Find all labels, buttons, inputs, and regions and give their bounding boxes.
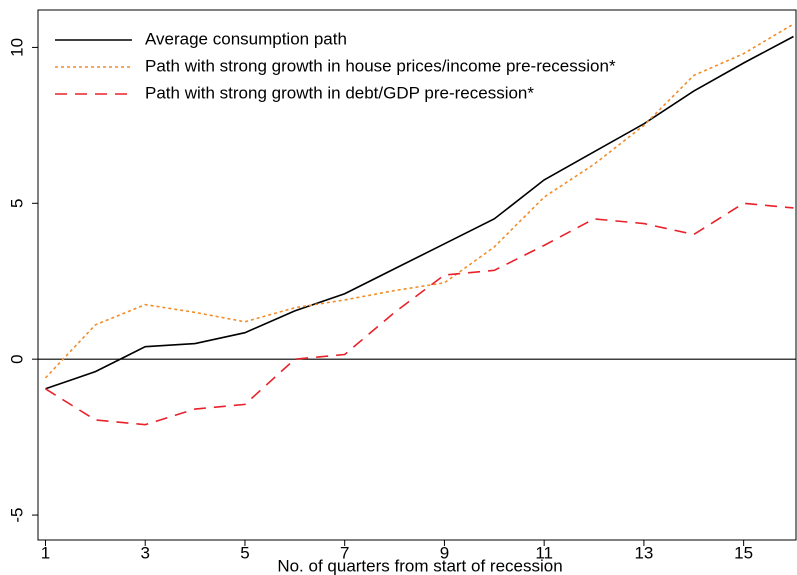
series-line: [44, 23, 794, 379]
legend-label: Average consumption path: [145, 29, 347, 48]
series-line: [45, 202, 794, 426]
x-tick-label: 7: [340, 543, 349, 562]
x-tick-label: 9: [440, 543, 449, 562]
legend-label: Path with strong growth in debt/GDP pre-…: [145, 83, 534, 102]
series-line: [45, 35, 794, 390]
x-tick-label: 3: [140, 543, 149, 562]
y-tick-label: 10: [7, 38, 26, 57]
x-tick-label: 15: [734, 543, 753, 562]
y-tick-label: 5: [7, 199, 26, 208]
x-tick-label: 11: [535, 543, 553, 562]
y-tick-label: 0: [7, 354, 26, 363]
plot-frame: [37, 9, 797, 541]
y-tick-label: -5: [7, 507, 26, 522]
legend-label: Path with strong growth in house prices/…: [145, 56, 616, 75]
x-tick-label: 1: [41, 543, 50, 562]
x-axis-label: No. of quarters from start of recession: [277, 556, 562, 575]
x-tick-label: 13: [634, 543, 653, 562]
x-tick-label: 5: [240, 543, 249, 562]
